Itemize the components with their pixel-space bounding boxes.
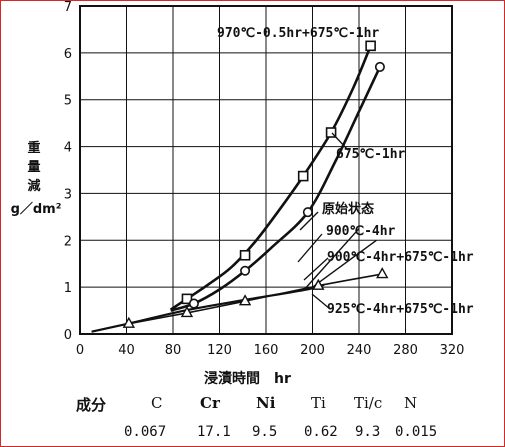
composition-element-n: N: [404, 394, 418, 412]
y-axis-label-2: 量: [27, 160, 40, 175]
series-1-point-0: [188, 298, 199, 309]
series-5-point-1: [180, 305, 194, 318]
x-tick-labels: 0 40 80 120 160 200 240 280 320: [76, 343, 465, 358]
series-0-point-0: [181, 293, 193, 305]
composition-value-tic: 9.3: [355, 424, 381, 440]
series-5-point-2: [238, 294, 252, 306]
x-tick-80: 80: [165, 343, 182, 358]
y-tick-labels: 0 1 2 3 4 5 6 7: [64, 0, 72, 343]
series-0-point-1: [239, 249, 251, 261]
composition-value-cr: 17.1: [197, 424, 231, 440]
y-tick-6: 6: [64, 47, 72, 62]
annotation-0: 970℃-0.5hr+675℃-1hr: [217, 26, 379, 41]
grid-lines: [79, 5, 453, 335]
x-tick-160: 160: [254, 343, 279, 358]
y-tick-7: 7: [64, 0, 72, 15]
composition-value-ti: 0.62: [304, 424, 338, 440]
annotation-1: 675℃-1hr: [336, 147, 406, 162]
series-3-line: [303, 228, 360, 290]
annotation-3: 900℃-4hr: [326, 224, 396, 239]
composition-header-label: 成分: [76, 396, 107, 414]
y-axis-label-unit: g／dm²: [11, 201, 62, 217]
composition-value-n: 0.015: [395, 424, 438, 440]
y-tick-3: 3: [64, 187, 72, 202]
series-1-point-3: [374, 61, 385, 72]
y-axis-label-3: 減: [27, 178, 40, 194]
annotation-leaders: [297, 132, 349, 310]
series-5-point-0: [122, 316, 136, 328]
composition-element-tic: Ti/c: [354, 394, 383, 412]
composition-element-ti: Ti: [311, 394, 326, 412]
x-axis-label: 浸漬時間 hr: [204, 370, 291, 387]
annotation-5: 925℃-4hr+675℃-1hr: [327, 302, 474, 317]
composition-value-ni: 9.5: [252, 424, 278, 440]
composition-element-ni: Ni: [256, 394, 276, 412]
series-5-point-4: [376, 267, 389, 279]
plot-frame: [79, 5, 453, 335]
y-tick-4: 4: [64, 141, 72, 156]
x-tick-120: 120: [207, 343, 232, 358]
y-tick-5: 5: [64, 94, 72, 109]
composition-element-cr: Cr: [200, 394, 220, 412]
x-tick-200: 200: [300, 343, 325, 358]
series-annotations: 970℃-0.5hr+675℃-1hr 675℃-1hr 原始状态 900℃-4hr 9…: [217, 26, 474, 317]
x-tick-240: 240: [347, 343, 372, 358]
composition-element-c: C: [151, 394, 163, 412]
y-axis-label-1: 重: [27, 140, 40, 156]
x-tick-0: 0: [76, 343, 84, 358]
composition-value-c: 0.067: [124, 424, 167, 440]
series-4-line: [312, 239, 377, 288]
series-1-line: [170, 66, 382, 312]
series-markers: [122, 40, 389, 328]
series-5-point-3: [312, 278, 325, 290]
series-0-line: [169, 45, 372, 311]
series-0-point-3: [325, 127, 337, 138]
series-1-point-2: [302, 207, 313, 218]
y-tick-0: 0: [64, 328, 72, 343]
x-tick-320: 320: [440, 343, 465, 358]
x-tick-280: 280: [393, 343, 418, 358]
annotation-4: 900℃-4hr+675℃-1hr: [327, 250, 474, 265]
y-tick-2: 2: [64, 234, 72, 249]
series-1-point-1: [240, 265, 251, 276]
series-0-point-4: [365, 40, 376, 52]
series-0-point-2: [297, 170, 309, 182]
series-curves: [91, 45, 383, 333]
annotation-2: 原始状态: [322, 201, 374, 217]
x-tick-40: 40: [118, 343, 135, 358]
y-tick-1: 1: [64, 281, 72, 296]
